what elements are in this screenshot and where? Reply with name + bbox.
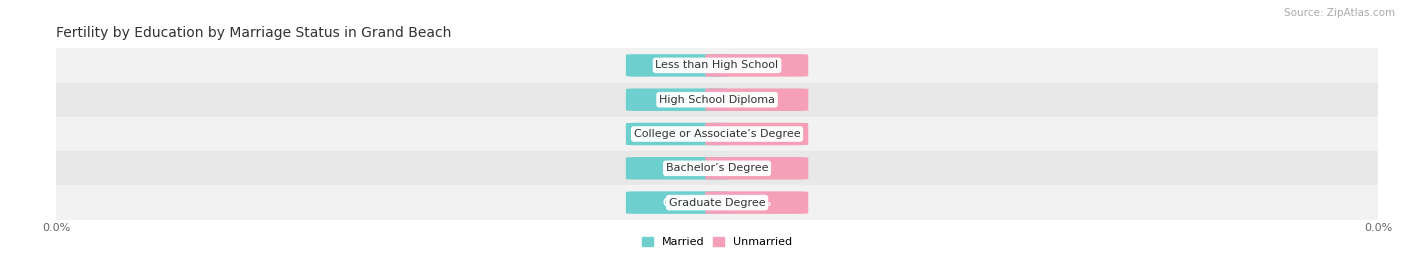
Text: High School Diploma: High School Diploma [659,95,775,105]
Text: Graduate Degree: Graduate Degree [669,198,765,208]
Text: 0.0%: 0.0% [662,60,692,70]
FancyBboxPatch shape [626,157,728,180]
Text: 0.0%: 0.0% [742,163,772,173]
Text: Less than High School: Less than High School [655,60,779,70]
Legend: Married, Unmarried: Married, Unmarried [637,233,797,252]
FancyBboxPatch shape [706,157,808,180]
Text: 0.0%: 0.0% [742,129,772,139]
Text: 0.0%: 0.0% [742,95,772,105]
Text: 0.0%: 0.0% [742,198,772,208]
Text: College or Associate’s Degree: College or Associate’s Degree [634,129,800,139]
Text: 0.0%: 0.0% [662,198,692,208]
FancyBboxPatch shape [706,88,808,111]
Text: 0.0%: 0.0% [742,60,772,70]
FancyBboxPatch shape [626,191,728,214]
Bar [56,48,1378,83]
Bar [56,83,1378,117]
Bar [56,185,1378,220]
FancyBboxPatch shape [706,123,808,145]
Bar [56,151,1378,185]
Text: Source: ZipAtlas.com: Source: ZipAtlas.com [1284,8,1395,18]
Text: 0.0%: 0.0% [662,163,692,173]
FancyBboxPatch shape [626,123,728,145]
FancyBboxPatch shape [626,88,728,111]
FancyBboxPatch shape [706,54,808,77]
Text: Fertility by Education by Marriage Status in Grand Beach: Fertility by Education by Marriage Statu… [56,26,451,40]
FancyBboxPatch shape [626,54,728,77]
FancyBboxPatch shape [706,191,808,214]
Text: Bachelor’s Degree: Bachelor’s Degree [666,163,768,173]
Bar [56,117,1378,151]
Text: 0.0%: 0.0% [662,129,692,139]
Text: 0.0%: 0.0% [662,95,692,105]
